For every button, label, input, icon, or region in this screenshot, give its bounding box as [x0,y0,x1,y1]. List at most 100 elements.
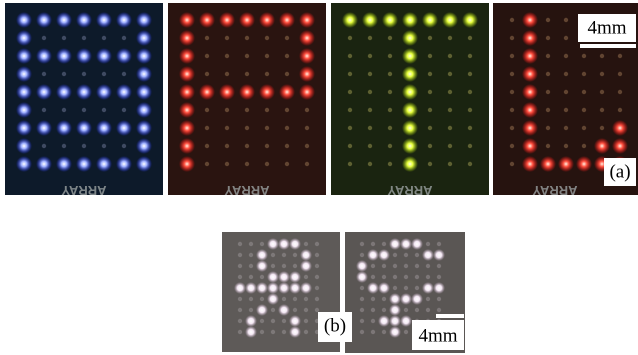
led [234,282,246,294]
led [404,264,408,268]
led [422,282,434,294]
led [305,108,309,112]
led [76,12,92,28]
led [245,144,249,148]
led [368,162,372,166]
led [368,54,372,58]
led [348,126,352,130]
led [468,36,472,40]
led [205,108,209,112]
led [289,326,301,338]
led [304,242,308,246]
led [382,264,386,268]
led [265,54,269,58]
led [205,36,209,40]
led [245,282,257,294]
led [564,54,568,58]
led [422,249,434,261]
led [16,30,32,46]
led [402,156,418,172]
led [238,297,242,301]
led [16,66,32,82]
led [136,30,152,46]
led [116,156,132,172]
led [245,36,249,40]
led [368,36,372,40]
led [510,144,514,148]
led [271,253,275,257]
led [82,108,86,112]
led [382,242,386,246]
led [411,238,423,250]
led [305,144,309,148]
scale-label: 4mm [418,325,457,346]
led [245,72,249,76]
led [415,286,419,290]
led [428,144,432,148]
led [245,108,249,112]
led [393,253,397,257]
led [540,156,556,172]
led [404,330,408,334]
led [437,308,441,312]
led [612,120,628,136]
led [179,120,195,136]
led [388,36,392,40]
led [16,48,32,64]
panel-label: (a) [609,161,630,182]
led [389,315,401,327]
led [116,12,132,28]
led [564,90,568,94]
led [368,90,372,94]
led [179,102,195,118]
led [282,297,286,301]
led [522,102,538,118]
led [179,66,195,82]
led [76,120,92,136]
led [546,54,550,58]
led [205,54,209,58]
led [249,308,253,312]
led [285,72,289,76]
scale-label: 4mm [587,17,626,38]
led [437,242,441,246]
led [360,286,364,290]
led [382,330,386,334]
led [102,36,106,40]
led [299,48,315,64]
led [205,72,209,76]
led [564,108,568,112]
led [205,126,209,130]
led [426,275,430,279]
led [411,293,423,305]
led [393,286,397,290]
led [238,308,242,312]
led [388,144,392,148]
led [245,126,249,130]
led [199,12,215,28]
led [371,330,375,334]
led [360,308,364,312]
led [42,108,46,112]
led [468,54,472,58]
led [249,242,253,246]
led [265,108,269,112]
led [289,238,301,250]
led [382,12,398,28]
led [245,54,249,58]
led [510,72,514,76]
led [522,66,538,82]
board-label: ARRAY [224,183,269,198]
led [582,108,586,112]
led [564,72,568,76]
led [76,156,92,172]
led [36,84,52,100]
led [82,144,86,148]
led [510,126,514,130]
board-label: ARRAY [387,183,432,198]
led [96,156,112,172]
led [285,108,289,112]
led [179,156,195,172]
led [510,162,514,166]
led [225,54,229,58]
